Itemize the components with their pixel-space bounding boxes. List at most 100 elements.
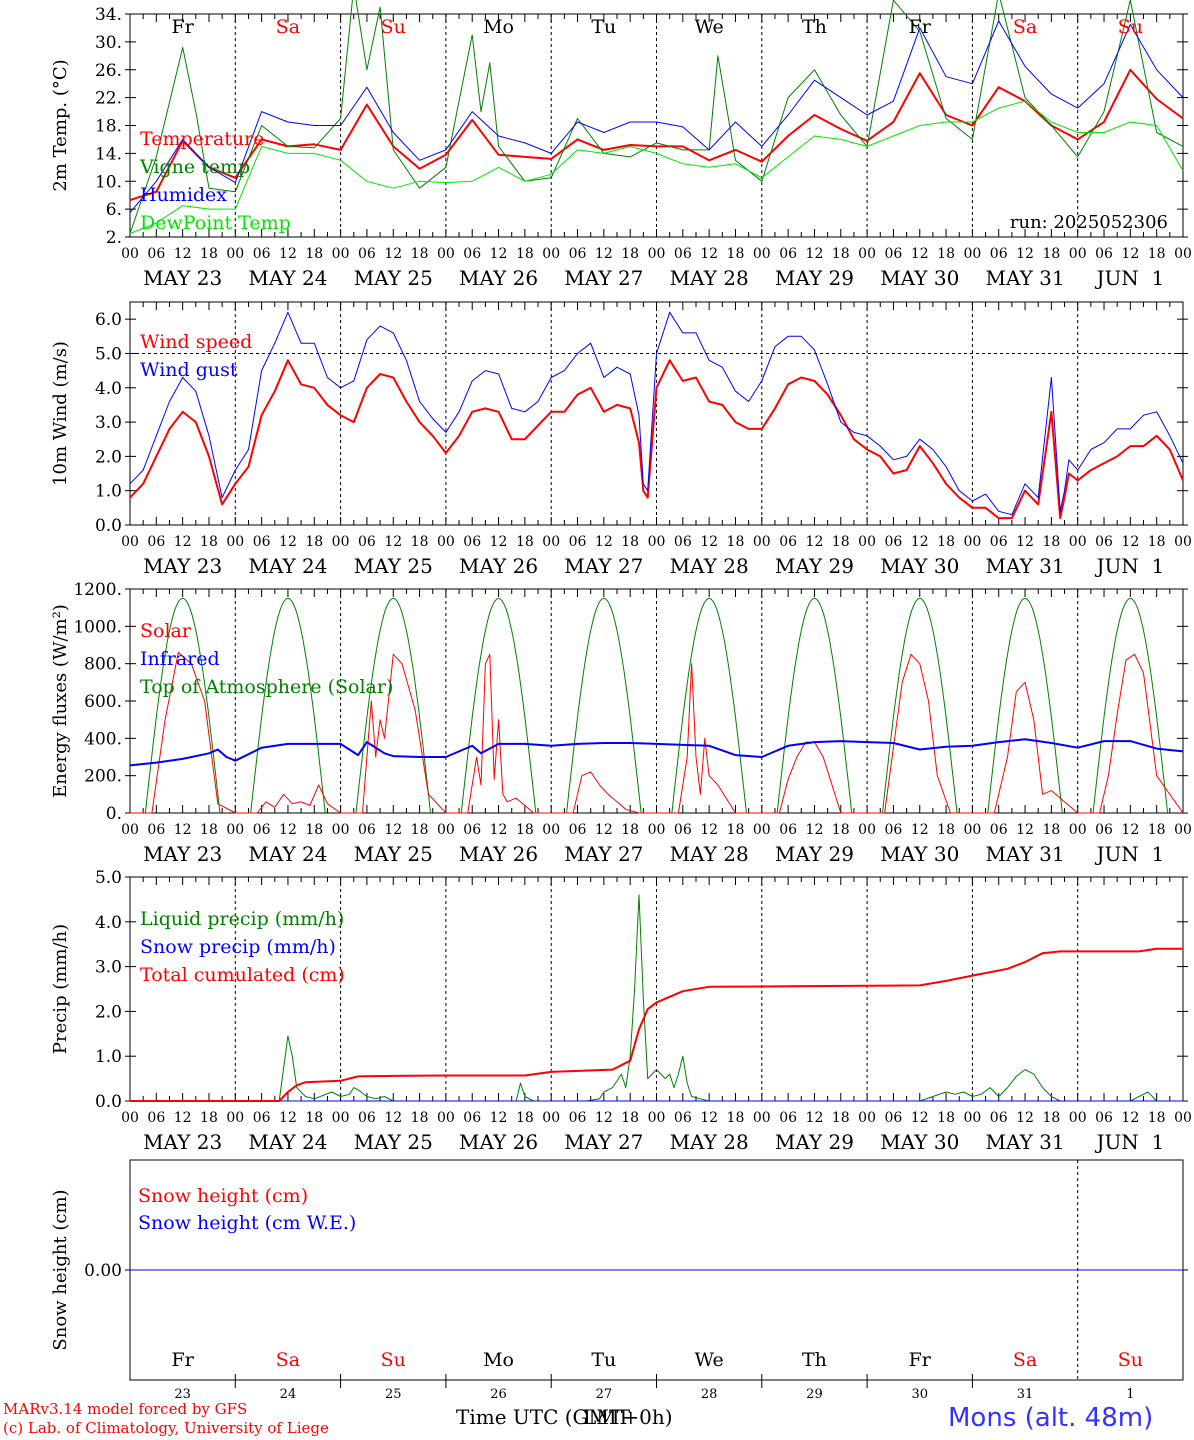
toa-solar-line <box>1092 597 1169 814</box>
hour-tick-label: 12 <box>595 822 613 838</box>
date-label: MAY 27 <box>564 554 643 578</box>
date-label: MAY 30 <box>880 1130 959 1154</box>
legend-entry: Wind gust <box>140 359 238 381</box>
panel-1 <box>125 0 1188 238</box>
hour-tick-label: 12 <box>490 1110 508 1126</box>
y-tick-label: 30. <box>95 33 122 53</box>
date-label: MAY 31 <box>985 1130 1064 1154</box>
y-tick-label: 0.0 <box>95 1092 122 1112</box>
hour-tick-label: 12 <box>1016 246 1034 262</box>
hour-tick-label: 18 <box>411 534 429 550</box>
y-tick-label: 200. <box>84 767 122 787</box>
hour-tick-label: 06 <box>674 246 692 262</box>
day-number-label: 1 <box>1126 1387 1134 1402</box>
date-label: MAY 26 <box>459 842 538 866</box>
hour-tick-label: 18 <box>727 822 745 838</box>
panel-5 <box>125 1159 1188 1388</box>
day-number-label: 30 <box>911 1387 928 1402</box>
y-tick-label: 0. <box>106 804 122 824</box>
y-axis-label: 10m Wind (m/s) <box>50 341 71 486</box>
hour-tick-label: 12 <box>279 534 297 550</box>
hour-tick-label: 00 <box>963 534 981 550</box>
date-label: MAY 29 <box>775 266 854 290</box>
series-line <box>130 947 1183 1102</box>
hour-tick-label: 06 <box>147 534 165 550</box>
hour-tick-label: 18 <box>305 534 323 550</box>
legend-entry: Total cumulated (cm) <box>140 964 345 986</box>
date-label: MAY 29 <box>775 1130 854 1154</box>
y-tick-label: 0.00 <box>84 1261 122 1281</box>
hour-tick-label: 18 <box>727 246 745 262</box>
date-label: MAY 26 <box>459 1130 538 1154</box>
hour-tick-label: 00 <box>542 822 560 838</box>
hour-tick-label: 00 <box>753 534 771 550</box>
hour-tick-label: 06 <box>253 1110 271 1126</box>
series-line <box>129 311 1184 516</box>
legend-entry: Infrared <box>140 648 220 670</box>
hour-tick-label: 00 <box>226 822 244 838</box>
hour-tick-label: 00 <box>542 534 560 550</box>
hour-tick-label: 18 <box>832 534 850 550</box>
hour-tick-label: 00 <box>753 1110 771 1126</box>
hour-tick-label: 00 <box>542 1110 560 1126</box>
hour-tick-label: 00 <box>858 1110 876 1126</box>
series-line <box>129 68 1184 202</box>
hour-tick-label: 18 <box>305 1110 323 1126</box>
hour-tick-label: 18 <box>411 822 429 838</box>
hour-tick-label: 12 <box>1121 1110 1139 1126</box>
hour-tick-label: 00 <box>963 1110 981 1126</box>
day-of-week-label: Tu <box>591 1349 616 1371</box>
hour-tick-label: 18 <box>411 246 429 262</box>
hour-tick-label: 18 <box>1148 534 1166 550</box>
hour-tick-label: 06 <box>885 246 903 262</box>
y-tick-label: 22. <box>95 89 122 109</box>
date-label: MAY 27 <box>564 842 643 866</box>
hour-tick-label: 06 <box>674 534 692 550</box>
time-axis-label: Time UTC (GMT+0h) <box>456 1405 673 1429</box>
panel-3 <box>125 588 1188 814</box>
hour-tick-label: 18 <box>937 534 955 550</box>
hour-tick-label: 00 <box>753 246 771 262</box>
hour-tick-label: 00 <box>648 246 666 262</box>
day-number-label: 28 <box>701 1387 718 1402</box>
hour-tick-label: 06 <box>1095 822 1113 838</box>
day-of-week-label: We <box>695 16 724 38</box>
date-label: MAY 28 <box>670 1130 749 1154</box>
y-tick-label: 14. <box>95 144 122 164</box>
y-tick-label: 800. <box>84 655 122 675</box>
hour-tick-label: 06 <box>1095 1110 1113 1126</box>
hour-tick-label: 06 <box>463 822 481 838</box>
hour-tick-label: 00 <box>648 822 666 838</box>
hour-tick-label: 00 <box>648 1110 666 1126</box>
hour-tick-label: 12 <box>1016 1110 1034 1126</box>
day-of-week-label: Su <box>1118 16 1143 38</box>
y-tick-label: 18. <box>95 117 122 137</box>
hour-tick-label: 12 <box>806 534 824 550</box>
date-label: MAY 29 <box>775 842 854 866</box>
hour-tick-label: 18 <box>621 534 639 550</box>
hour-tick-label: 06 <box>147 822 165 838</box>
day-of-week-label: Fr <box>909 1349 932 1371</box>
date-label: MAY 30 <box>880 266 959 290</box>
hour-tick-label: 00 <box>121 1110 139 1126</box>
legend-entry: Vigne temp <box>139 156 250 178</box>
hour-tick-label: 00 <box>226 534 244 550</box>
plot-frame <box>129 13 1184 238</box>
model-credit: MARv3.14 model forced by GFS <box>3 1400 248 1418</box>
hour-tick-label: 12 <box>806 1110 824 1126</box>
hour-tick-label: 00 <box>963 246 981 262</box>
hour-tick-label: 00 <box>121 246 139 262</box>
hour-tick-label: 06 <box>990 822 1008 838</box>
hour-tick-label: 06 <box>674 1110 692 1126</box>
hour-tick-label: 18 <box>516 822 534 838</box>
hour-tick-label: 18 <box>832 822 850 838</box>
day-number-label: 26 <box>490 1387 507 1402</box>
hour-tick-label: 06 <box>358 534 376 550</box>
hour-tick-label: 18 <box>1042 246 1060 262</box>
y-tick-label: 3.0 <box>95 958 122 978</box>
hour-tick-label: 00 <box>437 822 455 838</box>
hour-tick-label: 18 <box>200 246 218 262</box>
hour-tick-label: 12 <box>1121 822 1139 838</box>
hour-tick-label: 00 <box>437 1110 455 1126</box>
hour-tick-label: 18 <box>937 822 955 838</box>
